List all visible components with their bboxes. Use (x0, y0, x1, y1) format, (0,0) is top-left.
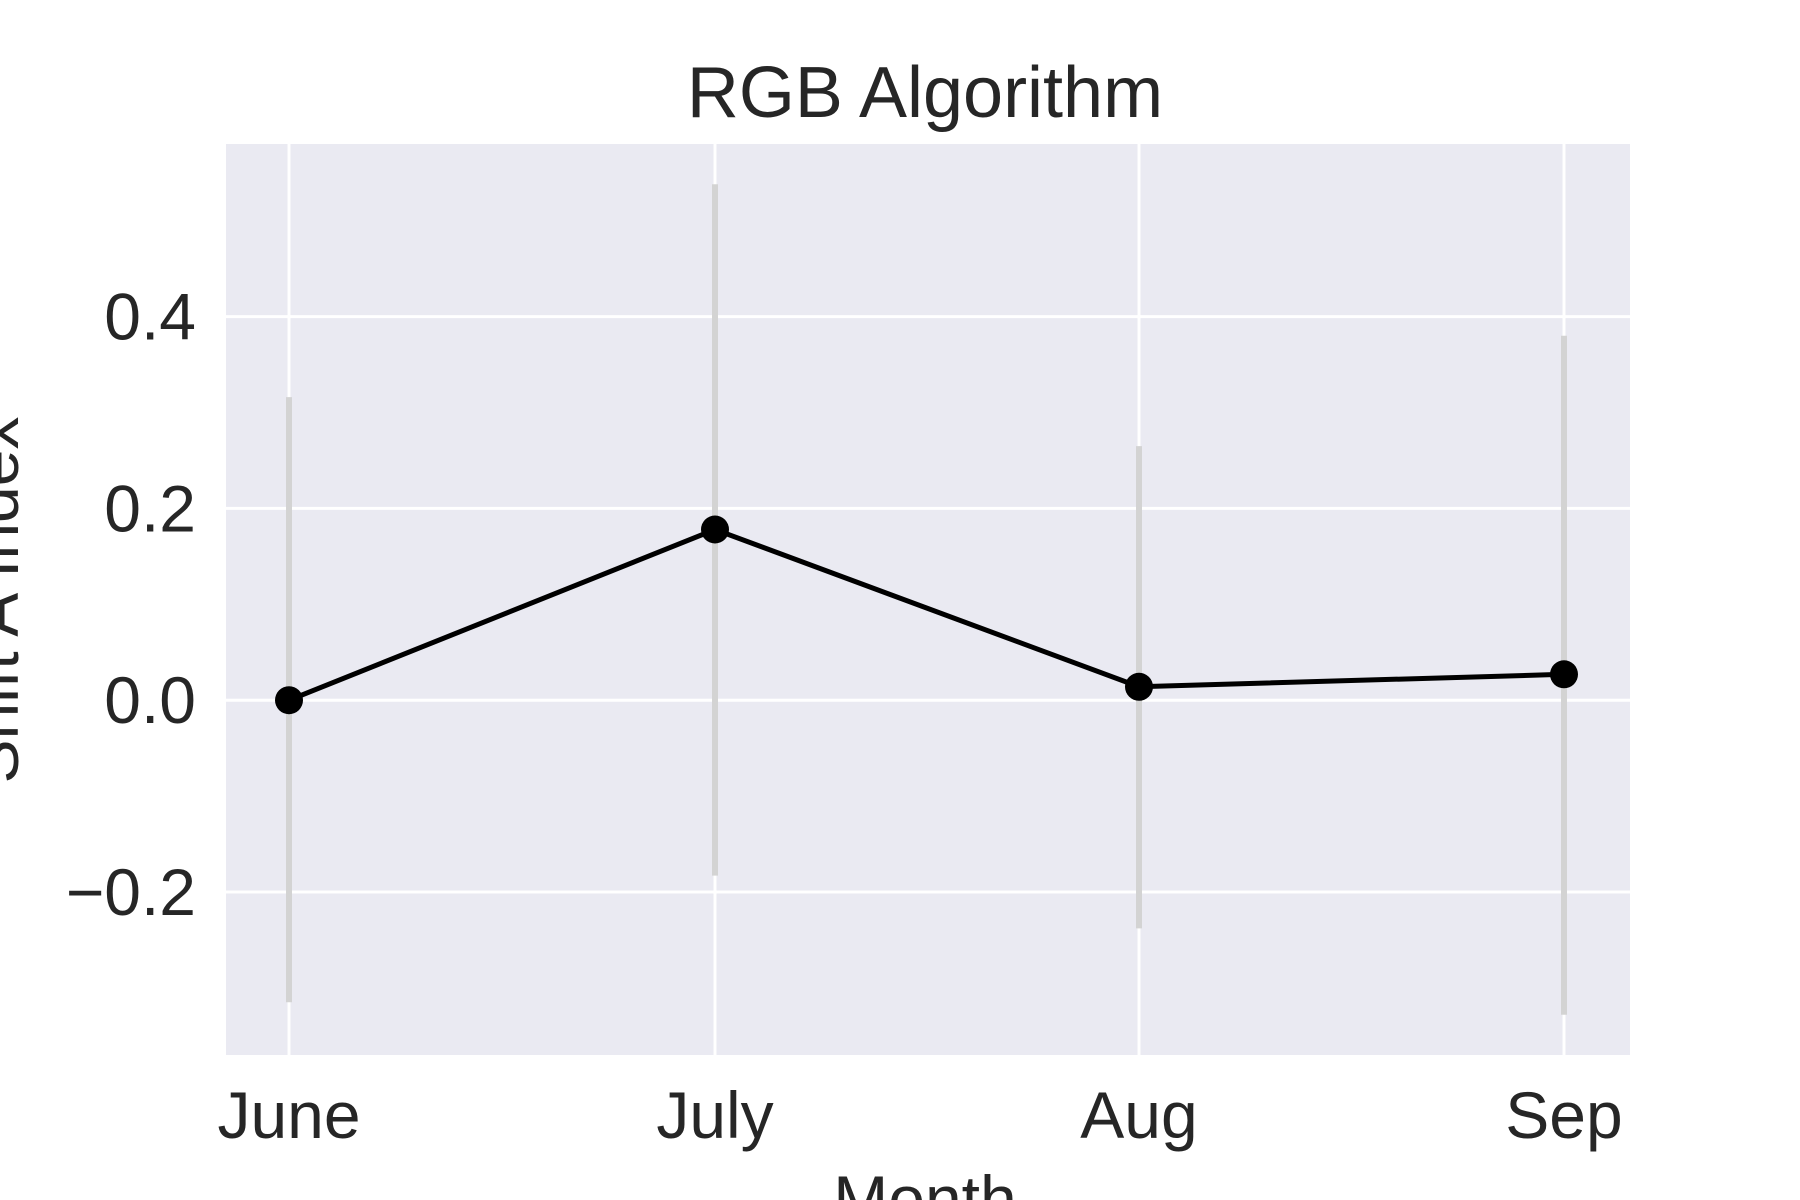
data-point-sep (1550, 660, 1578, 689)
y-tick-label: 0.2 (104, 471, 196, 545)
y-tick-label: 0.0 (104, 663, 196, 737)
x-tick-label-june: June (217, 1078, 360, 1152)
chart-title: RGB Algorithm (687, 53, 1163, 133)
data-points (275, 515, 1578, 715)
y-tick-label: 0.4 (104, 280, 196, 354)
x-tick-label-sep: Sep (1505, 1078, 1622, 1152)
x-tick-label-aug: Aug (1080, 1078, 1197, 1152)
y-tick-label: −0.2 (66, 855, 196, 929)
x-tick-label-july: July (656, 1078, 773, 1152)
y-axis-label: Shift A Index (0, 417, 32, 784)
plot-area (226, 144, 1630, 1055)
data-point-july (701, 515, 729, 544)
x-tick-labels: June July Aug Sep (217, 1078, 1622, 1152)
data-point-aug (1125, 672, 1153, 701)
series-line (288, 526, 1565, 703)
data-point-june (275, 686, 303, 715)
y-tick-labels: −0.2 0.0 0.2 0.4 (66, 280, 196, 929)
x-axis-label: Month (833, 1162, 1016, 1200)
